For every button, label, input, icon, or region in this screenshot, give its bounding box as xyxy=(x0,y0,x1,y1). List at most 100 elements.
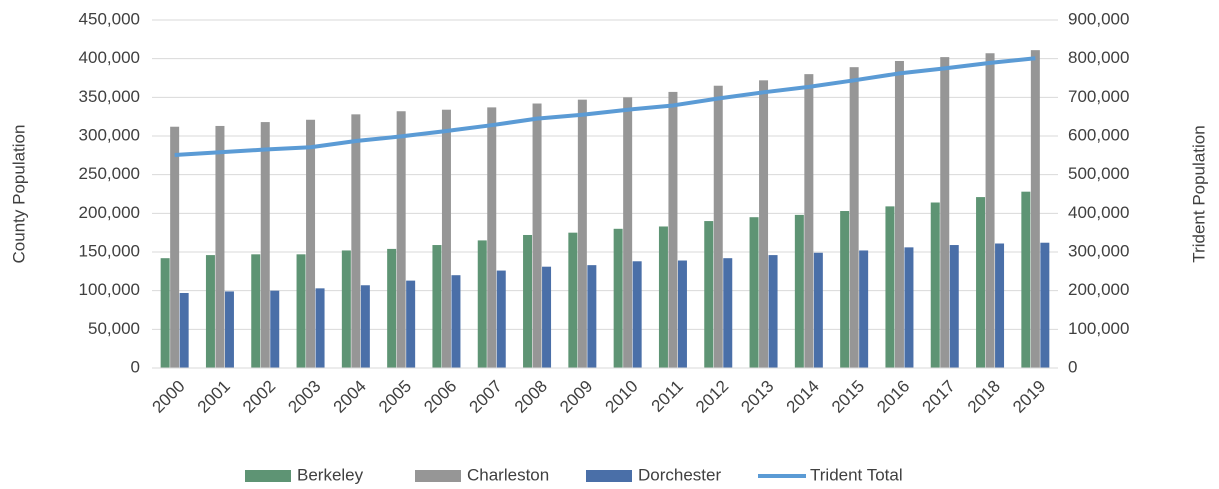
x-tick-label: 2014 xyxy=(783,377,823,417)
y-tick-label: 450,000 xyxy=(79,9,140,28)
y2-tick-label: 0 xyxy=(1068,357,1077,376)
bar xyxy=(296,254,306,368)
x-tick-label: 2002 xyxy=(239,377,279,417)
bar xyxy=(1030,50,1040,368)
y-tick-label: 50,000 xyxy=(88,319,140,338)
bar xyxy=(985,53,995,369)
bar xyxy=(804,74,814,368)
y2-tick-label: 600,000 xyxy=(1068,125,1129,144)
bar xyxy=(542,266,552,368)
y2-tick-label: 300,000 xyxy=(1068,241,1129,260)
bar xyxy=(894,60,904,369)
x-tick-label: 2012 xyxy=(692,377,732,417)
bar xyxy=(523,234,533,368)
bar xyxy=(859,250,869,368)
y-tick-label: 300,000 xyxy=(79,125,140,144)
bar xyxy=(160,258,170,368)
x-tick-label: 2006 xyxy=(420,377,460,417)
y-tick-label: 100,000 xyxy=(79,280,140,299)
bar xyxy=(723,258,733,368)
x-tick-label: 2001 xyxy=(194,377,234,417)
bar xyxy=(406,280,416,368)
x-tick-label: 2007 xyxy=(466,377,506,417)
bar xyxy=(341,250,351,368)
y-tick-label: 350,000 xyxy=(79,87,140,106)
bar xyxy=(270,290,280,368)
bar xyxy=(658,226,668,368)
bar xyxy=(904,247,914,368)
bar xyxy=(632,261,642,368)
bar xyxy=(432,245,442,368)
legend-label: Trident Total xyxy=(810,465,903,484)
bar xyxy=(668,91,678,369)
bar xyxy=(215,125,225,369)
bar xyxy=(587,265,597,368)
bar xyxy=(306,119,316,368)
bar xyxy=(713,85,723,368)
x-tick-label: 2005 xyxy=(375,377,415,417)
y2-tick-label: 100,000 xyxy=(1068,319,1129,338)
x-tick-label: 2010 xyxy=(601,377,641,417)
bar xyxy=(577,99,587,369)
x-tick-label: 2004 xyxy=(330,377,370,417)
bar xyxy=(205,255,215,368)
x-tick-label: 2019 xyxy=(1009,377,1049,417)
legend-swatch xyxy=(586,470,632,482)
bar xyxy=(387,248,397,368)
bar xyxy=(1021,191,1031,368)
bar xyxy=(749,217,759,368)
bar xyxy=(451,275,461,368)
bar xyxy=(623,97,633,368)
legend-swatch xyxy=(245,470,291,482)
bar xyxy=(940,57,950,369)
y2-axis-title: Trident Population xyxy=(1189,125,1208,262)
x-tick-label: 2013 xyxy=(737,377,777,417)
bar xyxy=(840,211,850,368)
x-tick-label: 2017 xyxy=(919,377,959,417)
legend-label: Charleston xyxy=(467,465,549,484)
bar xyxy=(768,255,778,368)
bar xyxy=(170,126,180,368)
bar xyxy=(260,122,270,368)
bar xyxy=(613,228,623,368)
bar xyxy=(1040,242,1050,368)
y-tick-label: 150,000 xyxy=(79,241,140,260)
bar xyxy=(794,214,804,368)
y2-tick-label: 900,000 xyxy=(1068,9,1129,28)
bar xyxy=(568,232,578,368)
x-tick-label: 2000 xyxy=(148,377,188,417)
x-tick-label: 2008 xyxy=(511,377,551,417)
y2-tick-label: 800,000 xyxy=(1068,48,1129,67)
legend-label: Dorchester xyxy=(638,465,721,484)
bar xyxy=(224,291,234,368)
legend-swatch xyxy=(415,470,461,482)
bar xyxy=(179,292,189,368)
line xyxy=(174,56,1036,157)
y2-tick-label: 200,000 xyxy=(1068,280,1129,299)
bar xyxy=(532,103,542,369)
bar xyxy=(704,221,714,368)
bar xyxy=(396,111,406,369)
y-tick-label: 200,000 xyxy=(79,203,140,222)
bar xyxy=(930,202,940,368)
y2-tick-label: 500,000 xyxy=(1068,164,1129,183)
y2-tick-label: 400,000 xyxy=(1068,203,1129,222)
bar xyxy=(441,109,451,368)
bar xyxy=(849,67,859,368)
x-tick-label: 2015 xyxy=(828,377,868,417)
bar xyxy=(251,254,261,368)
x-tick-label: 2018 xyxy=(964,377,1004,417)
y2-tick-label: 700,000 xyxy=(1068,87,1129,106)
bar xyxy=(360,285,370,368)
bar xyxy=(976,197,986,368)
x-tick-label: 2009 xyxy=(556,377,596,417)
bar xyxy=(351,114,361,368)
bar xyxy=(496,270,506,368)
bar xyxy=(477,240,487,368)
y-axis-title: County Population xyxy=(9,125,28,264)
bar xyxy=(759,80,769,368)
x-tick-label: 2016 xyxy=(873,377,913,417)
bar xyxy=(995,243,1005,368)
bar xyxy=(487,107,497,369)
